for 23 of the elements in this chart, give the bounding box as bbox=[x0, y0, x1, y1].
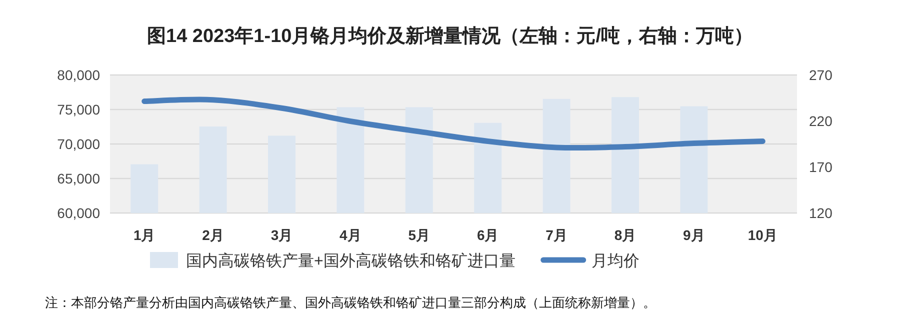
y2-tick-label: 270 bbox=[809, 67, 833, 83]
x-tick-label: 2月 bbox=[202, 227, 224, 243]
x-tick-label: 9月 bbox=[683, 227, 705, 243]
y2-tick-label: 120 bbox=[809, 205, 833, 221]
legend-label: 国内高碳铬铁产量+国外高碳铬铁和铬矿进口量 bbox=[186, 252, 516, 270]
chart-title: 图14 2023年1-10月铬月均价及新增量情况（左轴：元/吨，右轴：万吨） bbox=[147, 25, 753, 47]
y-tick-label: 75,000 bbox=[57, 102, 100, 118]
y-tick-label: 80,000 bbox=[57, 67, 100, 83]
x-tick-label: 1月 bbox=[133, 227, 156, 243]
x-tick-label: 10月 bbox=[748, 227, 778, 243]
x-tick-label: 5月 bbox=[408, 227, 430, 243]
y2-tick-label: 170 bbox=[809, 159, 833, 175]
y-tick-label: 65,000 bbox=[57, 170, 100, 186]
x-tick-label: 8月 bbox=[614, 227, 636, 243]
y2-tick-label: 220 bbox=[809, 113, 833, 129]
x-tick-label: 6月 bbox=[476, 227, 499, 243]
x-tick-label: 7月 bbox=[546, 227, 568, 243]
x-tick-label: 4月 bbox=[340, 227, 362, 243]
y-tick-label: 70,000 bbox=[57, 136, 100, 152]
y-tick-label: 60,000 bbox=[57, 205, 100, 221]
legend-label: 月均价 bbox=[591, 253, 640, 270]
text: 注：本部分铬产量分析由国内高碳铬铁产量、国外高碳铬铁和铬矿进口量三部分构成（上面统称新增量）。 bbox=[45, 295, 656, 310]
x-tick-label: 3月 bbox=[270, 227, 293, 243]
